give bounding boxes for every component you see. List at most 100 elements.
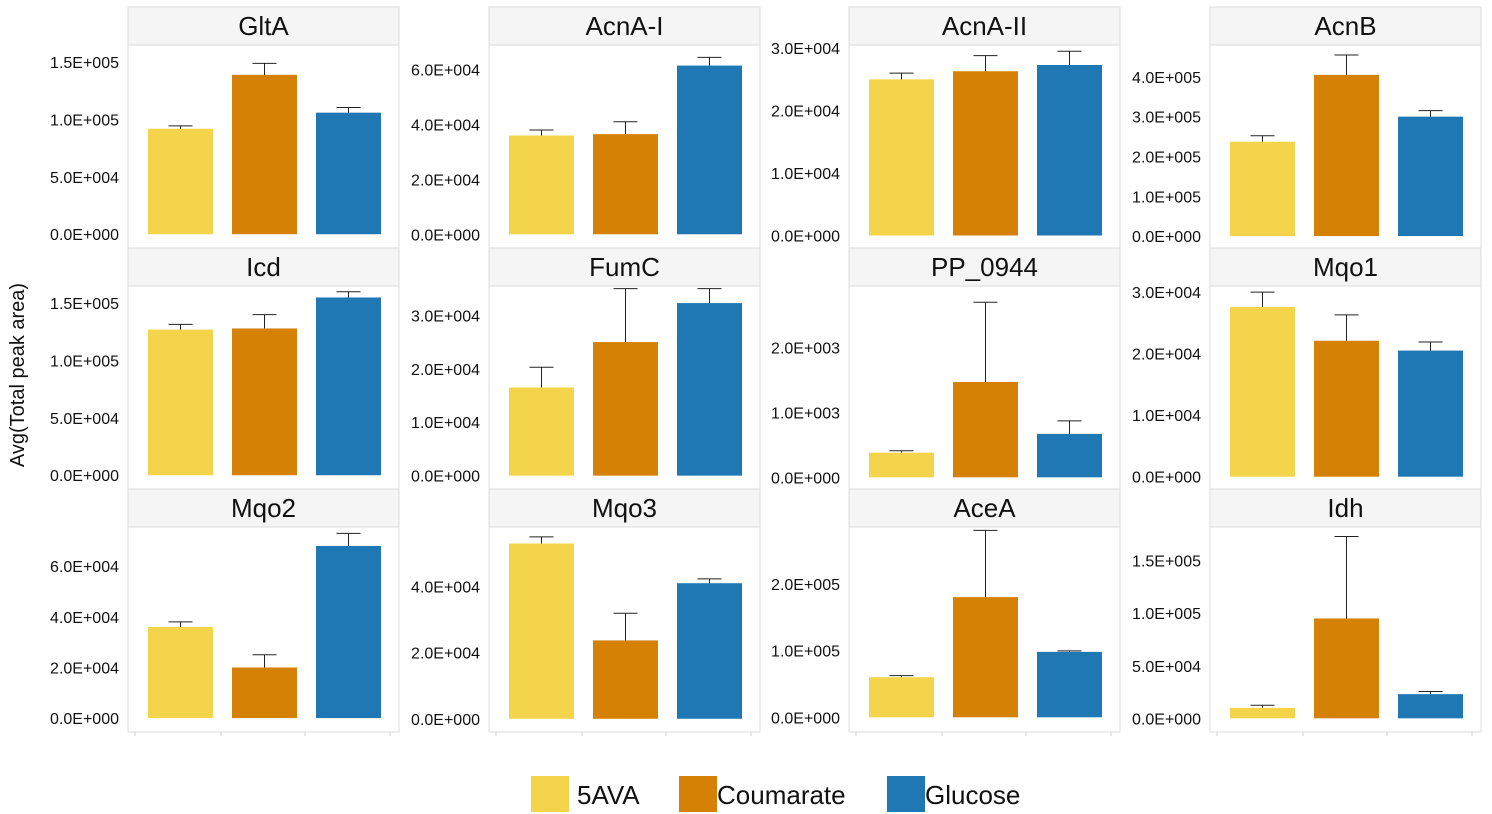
bar-glucose xyxy=(677,303,742,476)
bar-coumarate xyxy=(1314,618,1379,719)
bar-glucose xyxy=(1398,350,1463,477)
strip-header xyxy=(1209,488,1482,528)
y-tick-label: 2.0E+004 xyxy=(411,646,480,663)
bar-5ava xyxy=(1230,141,1295,237)
y-tick-label: 0.0E+000 xyxy=(1132,711,1201,728)
y-tick-label: 0.0E+000 xyxy=(411,469,480,486)
strip-label: FumC xyxy=(589,252,660,282)
strip-label: PP_0944 xyxy=(931,252,1038,282)
bar-5ava xyxy=(1230,707,1295,719)
y-tick-label: 3.0E+004 xyxy=(771,41,840,58)
y-tick-label: 5.0E+004 xyxy=(1132,659,1201,676)
y-tick-label: 0.0E+000 xyxy=(50,711,119,728)
bar-glucose xyxy=(1398,694,1463,719)
bar-5ava xyxy=(1230,306,1295,477)
bar-5ava xyxy=(869,79,934,236)
panel-idh: Idh 0.0E+000 5.0E+004 1.0E+005 1.5E+005 xyxy=(1132,488,1482,736)
y-tick-label: 2.0E+004 xyxy=(411,172,480,189)
bar-coumarate xyxy=(953,381,1018,478)
y-tick-label: 2.0E+003 xyxy=(771,341,840,358)
y-tick-label: 5.0E+004 xyxy=(50,170,119,187)
strip-header xyxy=(488,247,761,287)
y-tick-label: 1.0E+005 xyxy=(771,644,840,661)
bar-glucose xyxy=(316,112,381,235)
strip-label: Mqo2 xyxy=(231,493,296,523)
y-tick-label: 4.0E+004 xyxy=(50,610,119,627)
bar-glucose xyxy=(677,65,742,235)
strip-header xyxy=(848,488,1121,528)
panel-mqo3: Mqo3 0.0E+000 2.0E+004 4.0E+004 xyxy=(411,488,761,736)
bar-coumarate xyxy=(232,667,297,719)
y-tick-label: 6.0E+004 xyxy=(50,559,119,576)
y-tick-label: 0.0E+000 xyxy=(411,712,480,729)
bar-coumarate xyxy=(953,71,1018,236)
bar-glucose xyxy=(1037,651,1102,718)
y-tick-label: 1.0E+005 xyxy=(1132,189,1201,206)
bar-glucose xyxy=(1037,433,1102,478)
y-tick-label: 0.0E+000 xyxy=(771,470,840,487)
bar-glucose xyxy=(316,545,381,719)
panels-layer: GltA 0.0E+000 5.0E+004 1.0E+005 1.5E+005 AcnA… xyxy=(50,6,1482,736)
bar-coumarate xyxy=(1314,74,1379,237)
strip-label: Icd xyxy=(246,252,281,282)
bar-5ava xyxy=(869,677,934,718)
legend: 5AVA Coumarate Glucose xyxy=(531,776,1020,812)
strip-header xyxy=(127,247,400,287)
strip-label: Idh xyxy=(1327,493,1363,523)
y-tick-label: 4.0E+004 xyxy=(411,118,480,135)
y-tick-label: 2.0E+004 xyxy=(50,660,119,677)
strip-header xyxy=(488,488,761,528)
strip-header xyxy=(1209,247,1482,287)
panel-glta: GltA 0.0E+000 5.0E+004 1.0E+005 1.5E+005 xyxy=(50,6,400,249)
y-tick-label: 5.0E+004 xyxy=(50,411,119,428)
strip-label: AceA xyxy=(953,493,1016,523)
bar-glucose xyxy=(677,583,742,719)
strip-header xyxy=(848,6,1121,46)
strip-header xyxy=(127,6,400,46)
strip-header xyxy=(488,6,761,46)
y-tick-label: 0.0E+000 xyxy=(411,227,480,244)
bar-5ava xyxy=(509,135,574,235)
bar-coumarate xyxy=(953,597,1018,718)
legend-label-5ava: 5AVA xyxy=(577,780,640,810)
y-tick-label: 1.0E+004 xyxy=(771,166,840,183)
y-tick-label: 1.0E+004 xyxy=(411,415,480,432)
y-tick-label: 1.5E+005 xyxy=(50,296,119,313)
bar-5ava xyxy=(509,543,574,719)
strip-header xyxy=(848,247,1121,287)
bar-coumarate xyxy=(232,74,297,235)
strip-label: Mqo3 xyxy=(592,493,657,523)
y-tick-label: 2.0E+004 xyxy=(1132,347,1201,364)
legend-label-coumarate: Coumarate xyxy=(717,780,846,810)
bar-5ava xyxy=(509,387,574,476)
strip-label: Mqo1 xyxy=(1313,252,1378,282)
bar-5ava xyxy=(148,626,213,719)
bar-5ava xyxy=(869,452,934,478)
bar-coumarate xyxy=(593,640,658,719)
y-tick-label: 2.0E+005 xyxy=(771,577,840,594)
legend-swatch-coumarate xyxy=(679,776,717,812)
legend-label-glucose: Glucose xyxy=(925,780,1020,810)
y-tick-label: 1.0E+005 xyxy=(50,354,119,371)
y-tick-label: 1.0E+004 xyxy=(1132,408,1201,425)
panel-acna-i: AcnA-I 0.0E+000 2.0E+004 4.0E+004 6.0E+004 xyxy=(411,6,761,249)
panel-fumc: FumC 0.0E+000 1.0E+004 2.0E+004 3.0E+004 xyxy=(411,247,761,490)
y-tick-label: 0.0E+000 xyxy=(771,710,840,727)
y-tick-label: 3.0E+004 xyxy=(411,308,480,325)
y-tick-label: 6.0E+004 xyxy=(411,63,480,80)
strip-label: AcnB xyxy=(1314,11,1376,41)
strip-label: GltA xyxy=(238,11,289,41)
y-tick-label: 0.0E+000 xyxy=(771,229,840,246)
strip-label: AcnA-II xyxy=(942,11,1027,41)
y-tick-label: 1.5E+005 xyxy=(1132,554,1201,571)
panel-acea: AceA 0.0E+000 1.0E+005 2.0E+005 xyxy=(771,488,1121,736)
panel-acna-ii: AcnA-II 0.0E+000 1.0E+004 2.0E+004 3.0E+004 xyxy=(771,6,1121,249)
panel-pp-0944: PP_0944 0.0E+000 1.0E+003 2.0E+003 xyxy=(771,247,1121,490)
legend-swatch-glucose xyxy=(887,776,925,812)
y-tick-label: 0.0E+000 xyxy=(1132,470,1201,487)
y-tick-label: 4.0E+005 xyxy=(1132,70,1201,87)
y-tick-label: 0.0E+000 xyxy=(1132,229,1201,246)
strip-header xyxy=(1209,6,1482,46)
y-tick-label: 1.0E+003 xyxy=(771,405,840,422)
